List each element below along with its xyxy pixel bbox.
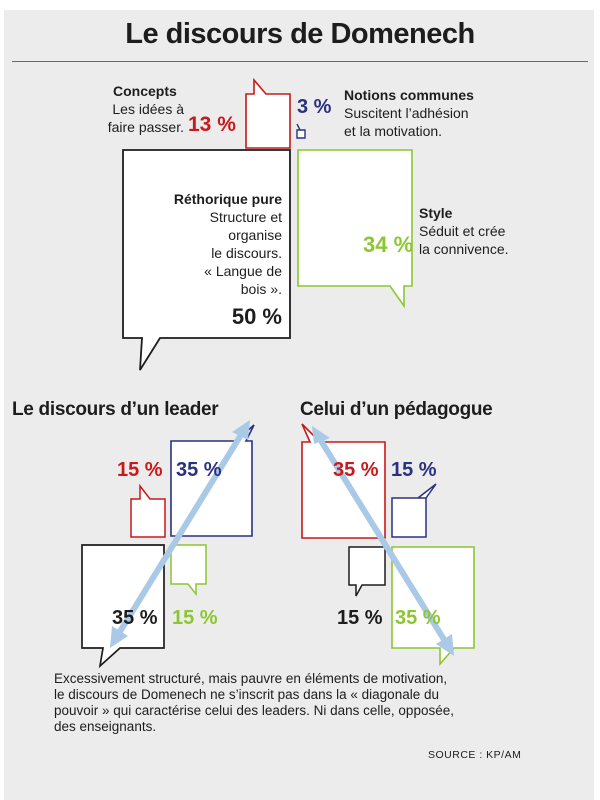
rhetorique-line-5: bois ». (240, 281, 282, 297)
caption-line-4: des enseignants. (54, 719, 157, 734)
concepts-text-1: Les idées à (112, 101, 184, 117)
style-text-1: Séduit et crée (419, 223, 506, 239)
caption-line-1: Excessivement structuré, mais pauvre en … (54, 671, 448, 686)
paper-background (4, 10, 594, 800)
leader-concepts-bubble (130, 483, 166, 538)
style-heading: Style (419, 205, 453, 221)
notions-text-1: Suscitent l’adhésion (344, 105, 469, 121)
rhetorique-heading: Réthorique pure (173, 191, 282, 207)
style-pct-top: 34 % (363, 232, 414, 257)
pedagogue-style-bubble (391, 546, 475, 667)
rhetorique-line-2: organise (228, 227, 282, 243)
concepts-bubble-top (245, 77, 291, 149)
caption-line-3: pouvoir » qui caractérise celui des lead… (54, 703, 454, 718)
rhetorique-line-1: Structure et (209, 209, 282, 225)
leader-diagonal-arrow (110, 420, 250, 648)
concepts-pct-top: 13 % (188, 113, 236, 136)
title-divider (12, 61, 588, 62)
caption-line-2: le discours de Domenech ne s’inscrit pas… (54, 687, 439, 702)
style-text-2: la connivence. (419, 241, 509, 257)
leader-rhetorique-pct: 35 % (112, 607, 158, 629)
notions-heading: Notions communes (344, 87, 474, 103)
leader-style-pct: 15 % (172, 607, 218, 629)
concepts-text-2: faire passer. (107, 119, 184, 135)
caption: Excessivement structuré, mais pauvre en … (54, 671, 554, 735)
page-title: Le discours de Domenech (125, 18, 475, 50)
notions-bubble-top (296, 123, 306, 139)
style-bubble-top (297, 149, 413, 309)
pedagogue-rhetorique-pct: 15 % (337, 607, 383, 629)
notions-pct-top: 3 % (297, 96, 332, 118)
concepts-heading: Concepts (113, 83, 177, 99)
pedagogue-diagonal-arrow (312, 426, 454, 656)
rhetorique-line-3: le discours. (211, 245, 282, 261)
leader-style-bubble (170, 544, 207, 597)
leader-concepts-pct: 15 % (117, 459, 163, 481)
leader-rhetorique-bubble (81, 544, 165, 669)
leader-heading: Le discours d’un leader (12, 399, 219, 420)
pedagogue-concepts-pct: 35 % (333, 459, 379, 481)
rhetorique-bubble-top (122, 149, 291, 371)
pedagogue-heading: Celui d’un pédagogue (300, 399, 493, 420)
rhetorique-line-4: « Langue de (204, 263, 282, 279)
pedagogue-style-pct: 35 % (395, 607, 441, 629)
notions-text-2: et la motivation. (344, 123, 443, 139)
pedagogue-notions-pct: 15 % (391, 459, 437, 481)
source-note: SOURCE : KP/AM (428, 749, 522, 761)
rhetorique-pct-top: 50 % (231, 304, 282, 329)
pedagogue-rhetorique-bubble (348, 546, 386, 597)
leader-notions-pct: 35 % (176, 459, 222, 481)
pedagogue-notions-bubble (391, 483, 437, 538)
